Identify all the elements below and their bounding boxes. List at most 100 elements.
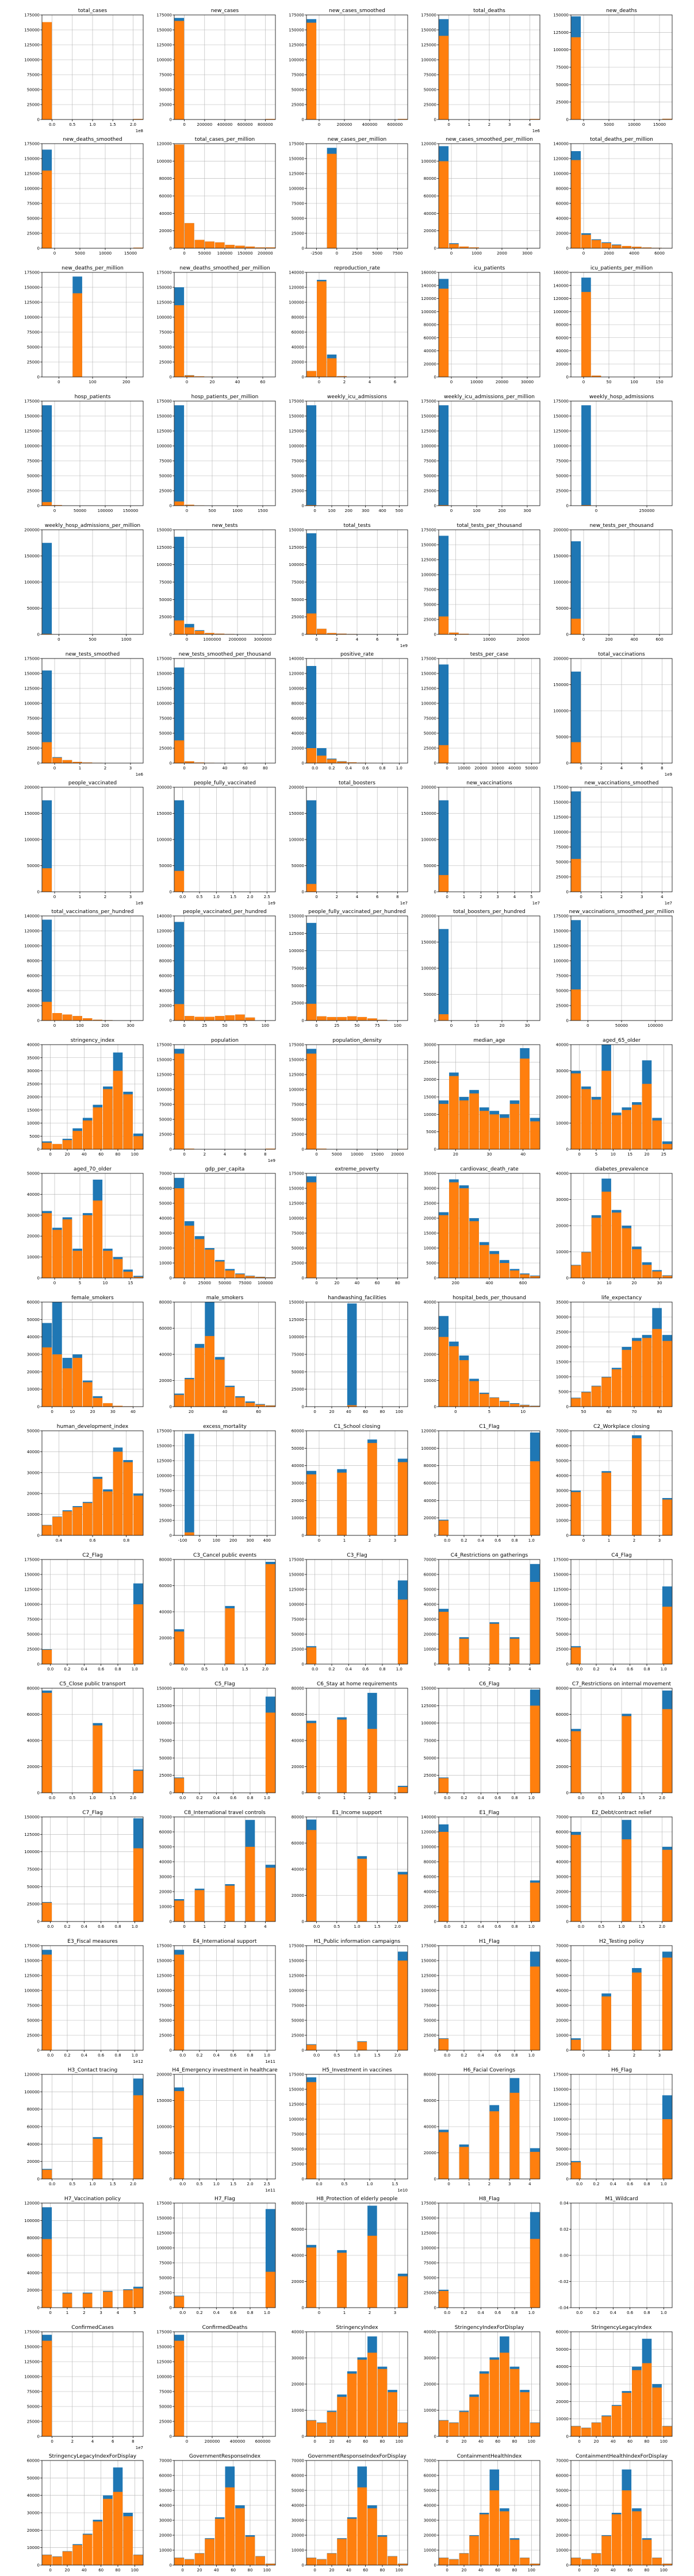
tick-label-y: 40000 — [556, 1739, 569, 1743]
tick-label-y: 50000 — [159, 2151, 172, 2155]
tick-label-y: 125000 — [156, 1974, 172, 1978]
tick-label-y: 40000 — [424, 211, 436, 216]
histogram-bar — [174, 2558, 185, 2565]
histogram-bar — [611, 2405, 622, 2436]
histogram-bar — [133, 1277, 143, 1278]
histogram-bar — [214, 2519, 225, 2565]
tick-label-x: 0 — [186, 509, 188, 513]
plot-frame — [570, 401, 673, 506]
tick-label-x: 60 — [607, 1410, 612, 1414]
tick-label-y: 175000 — [24, 1558, 40, 1562]
tick-label-y: 175000 — [156, 1944, 172, 1949]
tick-label-y: 30000 — [27, 1470, 40, 1475]
tick-label-y: 150000 — [24, 157, 40, 161]
histogram-bar — [72, 1250, 82, 1278]
tick-label-y: 0 — [170, 1534, 172, 1538]
subplot-title: population — [211, 1038, 239, 1044]
histogram-bar — [42, 1693, 52, 1793]
tick-label-x: 100 — [262, 1023, 269, 1028]
tick-label-y: 0 — [37, 247, 40, 251]
tick-label-y: 100000 — [289, 838, 304, 842]
tick-label-x: 0.5 — [333, 1924, 340, 1929]
subplot: H6_Flag025000500007500010000012500015000… — [553, 2067, 673, 2186]
tick-label-y: 40000 — [424, 2330, 436, 2335]
tick-label-y: 140000 — [156, 914, 172, 919]
tick-label-y: 150000 — [421, 811, 436, 816]
tick-label-y: 25000 — [292, 2162, 304, 2167]
tick-label-y: 100000 — [24, 944, 40, 949]
tick-label-y: 50000 — [159, 1756, 172, 1761]
tick-label-y: 0 — [170, 633, 172, 637]
histogram-bar — [337, 1719, 347, 1793]
tick-label-y: 70000 — [556, 1429, 569, 1434]
subplot: H6_Facial Coverings020000400006000080000… — [424, 2067, 540, 2186]
tick-label-x: 0 — [53, 1281, 56, 1285]
tick-label-y: 80000 — [27, 1686, 40, 1691]
tick-label-y: 150000 — [553, 929, 569, 934]
tick-label-y: 125000 — [24, 1974, 40, 1978]
tick-label-y: 175000 — [553, 1558, 569, 1562]
tick-label-y: 0 — [170, 118, 172, 122]
histogram-bar — [500, 2511, 509, 2565]
plot-frame — [570, 1173, 673, 1279]
tick-label-y: 60000 — [27, 974, 40, 979]
histogram-bar — [133, 1136, 143, 1149]
tick-label-y: 175000 — [289, 13, 304, 18]
tick-label-x: 1.0 — [354, 1924, 360, 1929]
tick-label-x: 100000 — [647, 1023, 663, 1028]
tick-label-y: 60000 — [424, 1875, 436, 1880]
tick-label-x: 0 — [446, 2439, 448, 2444]
histogram-bar — [72, 1507, 82, 1535]
histogram-bar — [42, 1142, 52, 1149]
histogram-bar — [367, 2235, 377, 2308]
tick-label-x: 20 — [197, 2568, 202, 2573]
subplot-title: C7_Restrictions on internal movement — [572, 1681, 672, 1687]
histogram-bar — [449, 2559, 459, 2565]
histogram-bar — [306, 22, 317, 120]
tick-label-x: 3000000 — [254, 637, 271, 642]
histogram-bar — [530, 1276, 540, 1278]
tick-label-y: 40000 — [424, 1300, 436, 1305]
subplot: human_development_index01000020000300004… — [27, 1424, 144, 1543]
plot-frame — [570, 1816, 673, 1922]
tick-label-y: 20000 — [27, 1370, 40, 1374]
tick-label-y: 5000 — [426, 1130, 436, 1134]
subplot-title: hospital_beds_per_thousand — [453, 1295, 526, 1301]
tick-label-y: 40000 — [424, 349, 436, 353]
tick-label-y: 30000 — [159, 1875, 172, 1880]
tick-label-y: 50000 — [292, 984, 304, 988]
tick-label-y: 30000 — [556, 2004, 569, 2008]
histogram-bar — [93, 1397, 103, 1407]
subplot-title: StringencyIndex — [336, 2325, 378, 2331]
tick-label-y: 175000 — [156, 399, 172, 404]
tick-label-x: 5 — [530, 895, 532, 899]
histogram-bar — [337, 761, 347, 763]
tick-label-x: 25 — [661, 1152, 666, 1157]
tick-label-x: 0.8 — [114, 1924, 121, 1929]
plot-area — [439, 2461, 540, 2565]
tick-label-x: 100 — [131, 2568, 139, 2573]
tick-label-x: 1.0 — [396, 766, 402, 771]
plot-frame — [570, 529, 673, 635]
tick-label-x: 1.5 — [374, 1924, 381, 1929]
tick-label-y: 40000 — [292, 1867, 304, 1872]
tick-label-x: 7500 — [392, 251, 402, 256]
histogram-bar — [174, 1053, 185, 1149]
tick-label-x: 0 — [580, 895, 582, 899]
tick-label-y: 125000 — [289, 1202, 304, 1206]
tick-label-y: 20000 — [159, 2533, 172, 2538]
tick-label-x: 6000 — [654, 251, 665, 256]
tick-label-x: 1.0 — [661, 1667, 667, 1672]
tick-label-x: 40 — [214, 2568, 219, 2573]
tick-label-y: 50000 — [159, 1504, 172, 1508]
histogram-bar — [662, 1276, 672, 1278]
tick-label-y: 0 — [566, 1276, 569, 1281]
tick-label-x: 20000 — [517, 637, 530, 642]
histogram-bar — [235, 1274, 245, 1278]
tick-label-y: 60000 — [292, 1429, 304, 1434]
tick-label-y: 10000 — [556, 1121, 569, 1126]
tick-label-y: 60000 — [424, 336, 436, 340]
tick-label-x: 0.8 — [114, 1667, 121, 1672]
plot-frame — [306, 915, 408, 1021]
histogram-bar — [581, 2559, 591, 2565]
